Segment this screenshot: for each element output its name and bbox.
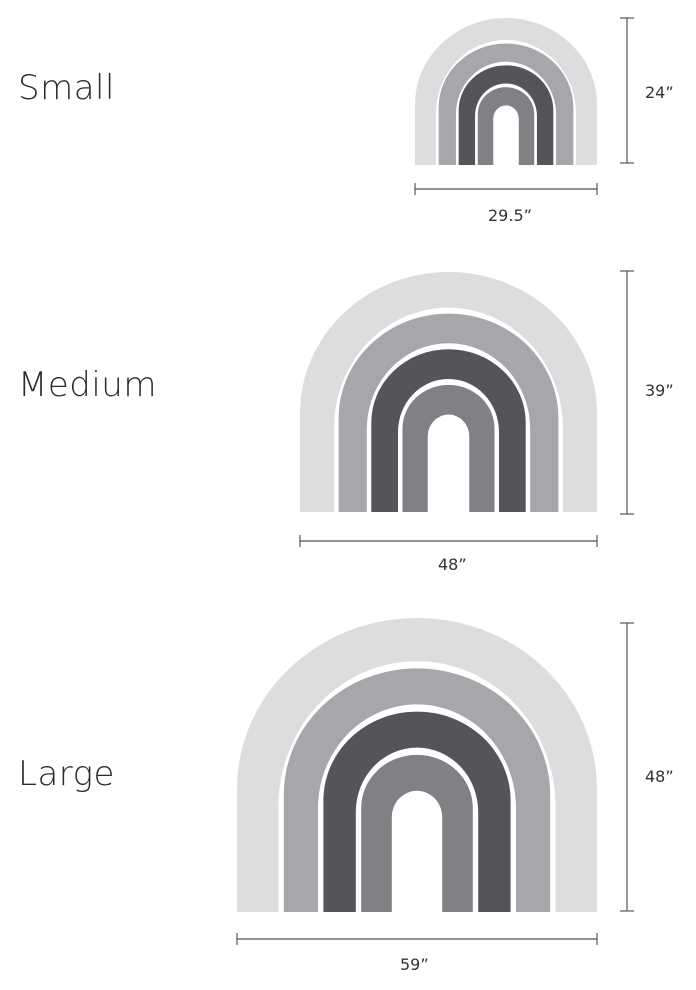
size-label-large: Large bbox=[18, 754, 115, 794]
dimension-lines bbox=[236, 17, 634, 945]
height-medium: 39” bbox=[645, 381, 674, 400]
band-outer bbox=[237, 618, 597, 912]
width-small: 29.5” bbox=[488, 206, 532, 225]
band-second bbox=[338, 313, 559, 512]
band-third bbox=[323, 711, 511, 912]
height-large: 48” bbox=[645, 767, 674, 786]
band-inner bbox=[477, 87, 535, 165]
rainbow-small bbox=[415, 18, 597, 166]
rainbow-large bbox=[237, 618, 597, 912]
rainbow-medium bbox=[300, 272, 597, 512]
band-outer bbox=[415, 18, 597, 165]
width-medium: 48” bbox=[438, 555, 467, 574]
band-third bbox=[371, 349, 526, 512]
height-small: 24” bbox=[645, 83, 674, 102]
band-second bbox=[438, 43, 574, 166]
size-label-small: Small bbox=[18, 68, 115, 108]
size-label-medium: Medium bbox=[18, 365, 157, 405]
band-outer bbox=[300, 272, 597, 512]
band-inner bbox=[361, 754, 473, 912]
band-inner bbox=[402, 384, 495, 512]
width-large: 59” bbox=[400, 955, 429, 974]
band-second bbox=[283, 668, 551, 912]
band-third bbox=[458, 65, 554, 165]
